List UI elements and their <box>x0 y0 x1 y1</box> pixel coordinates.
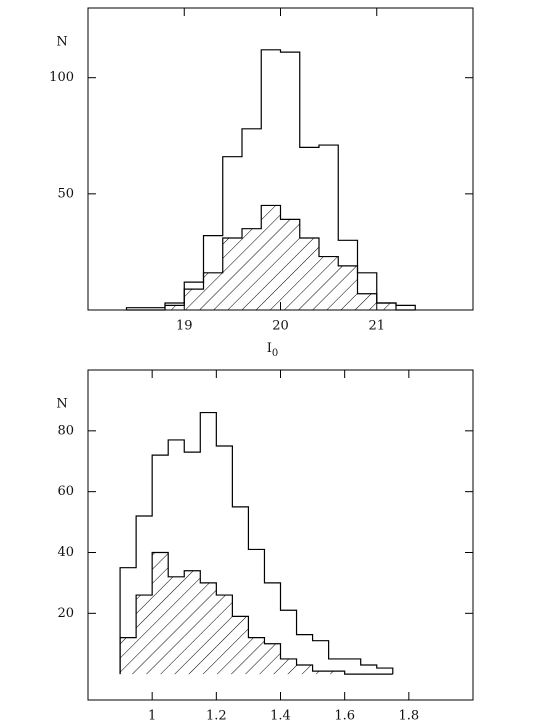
x-tick-label: 1 <box>148 709 156 724</box>
histogram-bar <box>248 637 265 675</box>
y-tick-label: 40 <box>57 545 74 560</box>
histogram-bar <box>152 552 169 675</box>
x-axis-label-sub: 0 <box>272 348 278 359</box>
histogram-bar <box>264 643 281 675</box>
histogram-bar <box>203 272 223 310</box>
histogram-bar <box>136 595 153 675</box>
histogram-bar <box>168 576 185 675</box>
y-axis-label: N <box>56 397 67 412</box>
histogram-bar <box>216 595 233 675</box>
histogram-bar <box>345 659 361 674</box>
histogram-bar <box>184 289 204 310</box>
histogram-bar <box>377 668 393 674</box>
x-tick-label: 1.2 <box>206 709 227 724</box>
y-tick-label: 80 <box>57 423 74 438</box>
histogram-bar <box>357 293 377 310</box>
histogram-bar <box>319 256 339 310</box>
histogram-bar <box>396 305 415 310</box>
histogram-bar <box>165 305 185 310</box>
histogram-bar <box>261 205 281 310</box>
histogram-bar <box>200 582 217 675</box>
y-axis-label: N <box>56 35 67 50</box>
histogram-bar <box>328 671 345 675</box>
y-tick-label: 100 <box>49 70 74 85</box>
x-tick-label: 19 <box>176 319 193 334</box>
histogram-bar <box>280 219 300 310</box>
histogram-bar <box>242 228 262 310</box>
x-tick-label: 1.6 <box>334 709 355 724</box>
histogram-outline <box>119 551 393 675</box>
x-tick-label: 21 <box>368 319 385 334</box>
plot-frame <box>87 7 474 311</box>
histogram-bar <box>313 641 329 674</box>
x-tick-label: 1.8 <box>398 709 419 724</box>
x-axis-label-main: I <box>267 341 272 356</box>
histogram-bar <box>232 616 249 675</box>
x-tick-label: 20 <box>272 319 289 334</box>
y-tick-label: 60 <box>57 484 74 499</box>
histogram-bar <box>222 237 242 310</box>
y-tick-label: 20 <box>57 606 74 621</box>
x-tick-label: 1.4 <box>270 709 291 724</box>
histogram-bar <box>280 658 297 675</box>
histogram-bar <box>376 303 396 310</box>
y-tick-label: 50 <box>57 186 74 201</box>
histogram-bar <box>120 637 137 675</box>
plot-frame <box>87 369 474 701</box>
histogram-bar <box>296 665 313 675</box>
histogram-bar <box>338 265 358 310</box>
histogram-bar <box>299 237 319 310</box>
x-axis-label: I0 <box>267 341 279 359</box>
histogram-bar <box>312 671 329 675</box>
histogram-bar <box>184 570 201 675</box>
histogram-outline <box>119 411 394 675</box>
histogram-bar <box>361 665 377 674</box>
